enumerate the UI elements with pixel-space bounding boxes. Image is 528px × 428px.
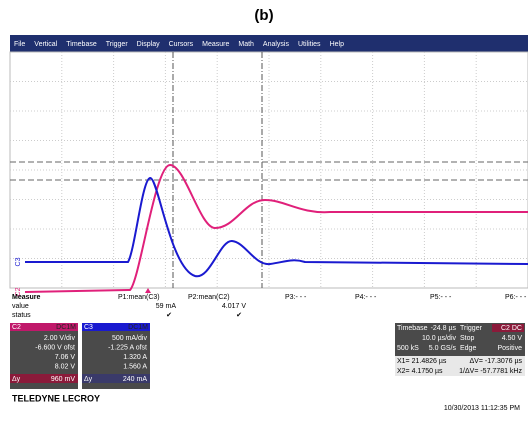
channel-coupling: DC1M	[128, 324, 148, 331]
channel-line: 500 mA/div	[112, 335, 148, 342]
channel-name: C2	[12, 324, 21, 331]
cursor-x1-delta: ΔV= -17.3076 µs	[470, 358, 523, 365]
measure-status: ✔	[236, 312, 242, 319]
channel-name: C3	[84, 324, 93, 331]
menu-item: Timebase	[66, 41, 97, 48]
menu-item: File	[14, 41, 25, 48]
trigger-slope: Positive	[497, 345, 522, 352]
measure-status: ✔	[166, 312, 172, 319]
delta-label: Δy	[12, 376, 21, 383]
cursor-x2-delta: 1/ΔV= -57.7781 kHz	[459, 368, 522, 375]
channel-line: 2.00 V/div	[44, 335, 76, 342]
measure-param: P2:mean(C2)	[188, 294, 230, 301]
measure-param: P5:- - -	[430, 294, 452, 301]
trigger-type: Edge	[460, 345, 476, 352]
figure-title: (b)	[254, 7, 273, 24]
brand: TELEDYNE LECROY	[12, 393, 100, 403]
channel-line: 8.02 V	[55, 363, 76, 370]
measure-header: Measure	[12, 294, 41, 301]
trigger-mode: Stop	[460, 335, 475, 342]
cursor-x2: X2= 4.1750 µs	[397, 368, 443, 375]
measure-param: P6:- - -	[505, 294, 527, 301]
menu-item: Measure	[202, 41, 229, 48]
channel-line: 1.320 A	[123, 354, 147, 361]
measure-row-label: status	[12, 312, 31, 319]
menu-item: Cursors	[169, 41, 194, 48]
delta-value: 960 mV	[51, 376, 75, 383]
menu-item: Utilities	[298, 41, 321, 48]
timebase-delay: -24.8 µs	[431, 325, 457, 332]
menu-item: Vertical	[34, 41, 57, 48]
trigger-level: 4.50 V	[502, 335, 523, 342]
channel-line: 7.06 V	[55, 354, 76, 361]
menu-item: Trigger	[106, 41, 129, 48]
scope-screen: (b) File Vertical Timebase Trigger Display Cu…	[0, 0, 528, 423]
timebase-samples: 500 kS	[397, 345, 419, 352]
timestamp: 10/30/2013 11:12:35 PM	[444, 405, 520, 412]
delta-label: Δy	[84, 376, 93, 383]
measure-param: P4:- - -	[355, 294, 377, 301]
channel-line: -1.225 A ofst	[108, 344, 147, 351]
measure-param: P1:mean(C3)	[118, 294, 160, 301]
menu-item: Math	[238, 41, 254, 48]
timebase-rate: 5.0 GS/s	[429, 345, 457, 352]
channel-coupling: DC1M	[56, 324, 76, 331]
measure-row-label: value	[12, 303, 29, 310]
menu-item: Help	[330, 41, 345, 48]
measure-param: P3:- - -	[285, 294, 307, 301]
menu-item: Display	[137, 41, 160, 48]
trigger-marker	[145, 288, 151, 293]
trace-marker: C3	[15, 257, 22, 266]
cursor-x1: X1= 21.4826 µs	[397, 358, 447, 365]
timebase-per-div: 10.0 µs/div	[422, 335, 456, 342]
timebase-label: Timebase	[397, 325, 428, 332]
menu-item: Analysis	[263, 41, 290, 48]
delta-value: 240 mA	[123, 376, 147, 383]
channel-line: 1.560 A	[123, 363, 147, 370]
channel-line: -6.600 V ofst	[35, 344, 75, 351]
measure-value: 4.017 V	[222, 303, 246, 310]
trigger-label: Trigger	[460, 325, 483, 332]
measure-value: 59 mA	[156, 303, 177, 310]
trigger-source: C2 DC	[501, 325, 522, 332]
